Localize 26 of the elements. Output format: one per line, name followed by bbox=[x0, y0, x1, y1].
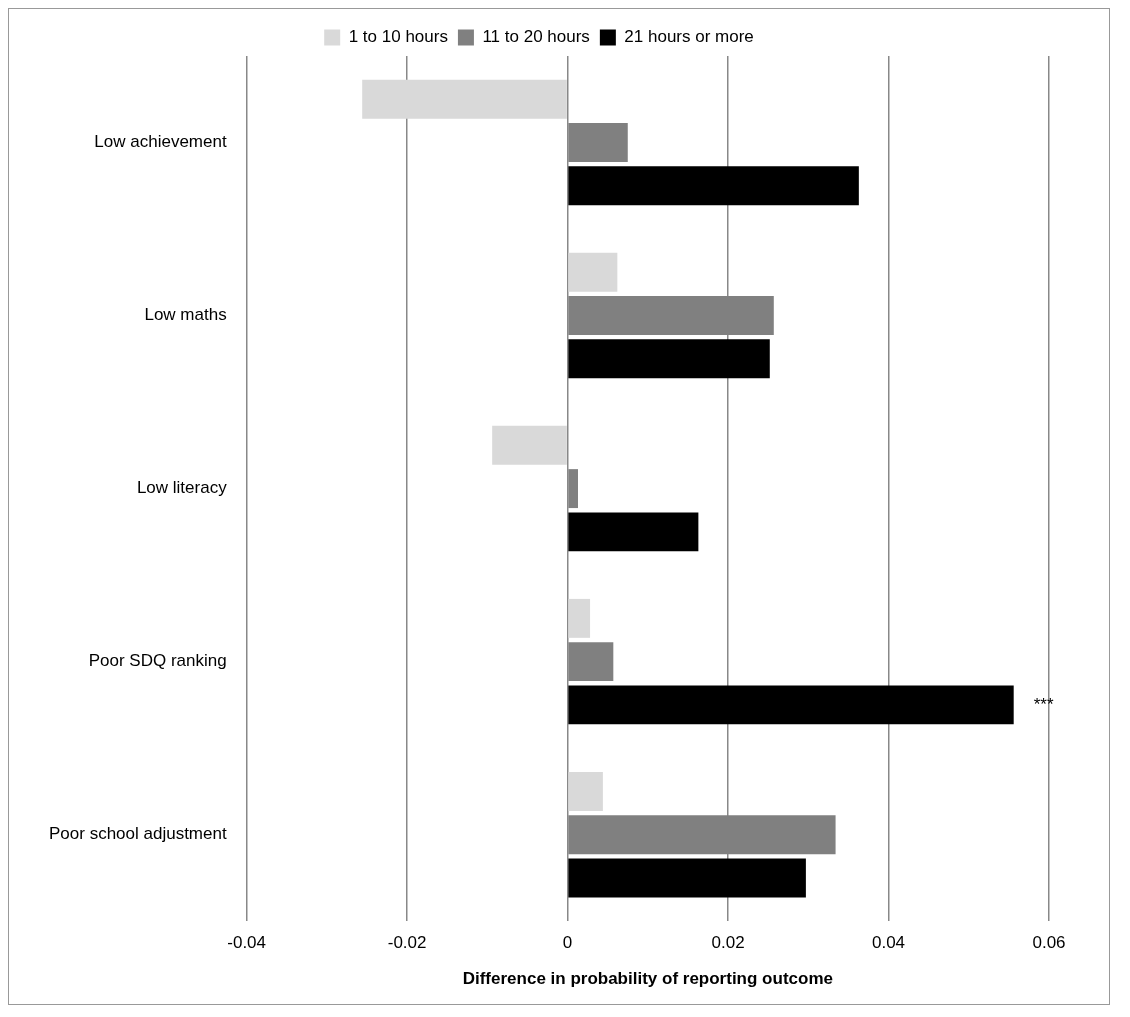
bar bbox=[568, 598, 591, 638]
bar bbox=[568, 858, 806, 898]
legend-label: 11 to 20 hours bbox=[482, 27, 590, 47]
x-axis-title: Difference in probability of reporting outcome bbox=[462, 969, 833, 989]
x-tick-label: 0.02 bbox=[711, 933, 745, 953]
y-tick-label: Poor SDQ ranking bbox=[88, 651, 227, 671]
bar bbox=[362, 79, 567, 119]
x-tick-label: 0.04 bbox=[871, 933, 906, 953]
bar bbox=[568, 512, 699, 552]
x-tick-label: 0 bbox=[562, 933, 573, 953]
y-tick-label: Poor school adjustment bbox=[49, 824, 227, 844]
bar bbox=[492, 425, 567, 465]
y-tick-label: Low maths bbox=[144, 305, 227, 325]
legend-label: 1 to 10 hours bbox=[348, 27, 448, 47]
y-tick-label: Low achievement bbox=[94, 132, 227, 152]
bar bbox=[568, 252, 618, 292]
x-tick-label: 0.06 bbox=[1032, 933, 1066, 953]
bar bbox=[568, 166, 859, 206]
bar bbox=[568, 685, 1014, 725]
x-tick-label: -0.04 bbox=[227, 933, 267, 953]
bar bbox=[568, 339, 770, 379]
bar bbox=[568, 771, 603, 811]
x-tick-label: -0.02 bbox=[387, 933, 427, 953]
y-tick-label: Low literacy bbox=[136, 478, 228, 498]
legend-label: 21 hours or more bbox=[624, 27, 754, 47]
annotation: *** bbox=[1033, 694, 1054, 714]
